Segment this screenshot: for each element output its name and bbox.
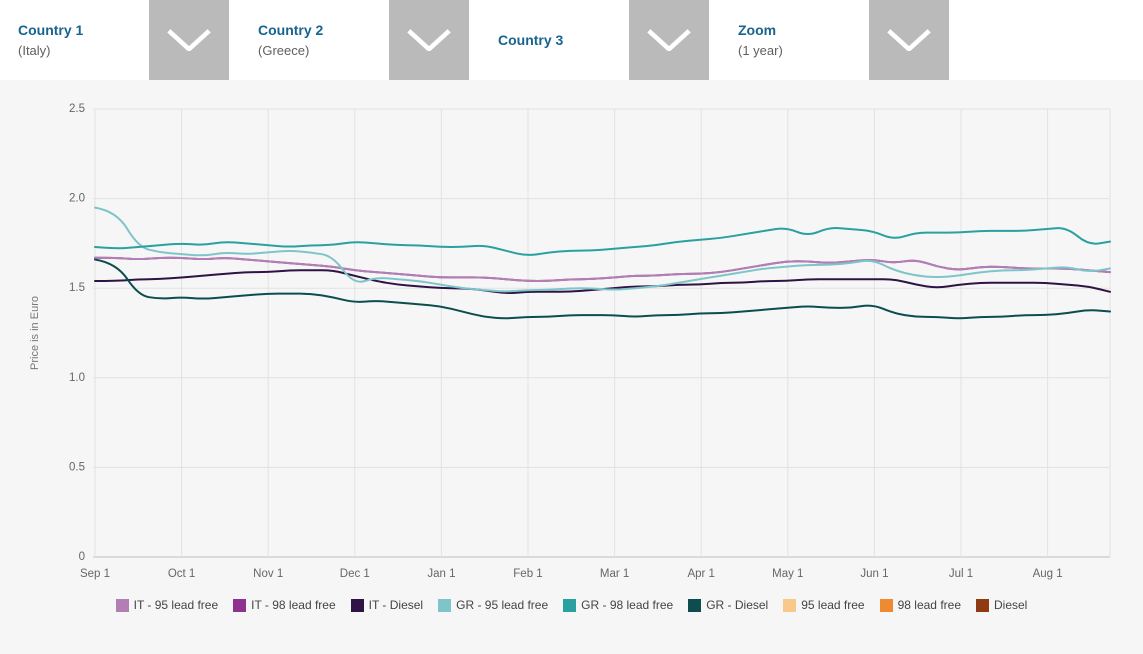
dropdown-button[interactable] (389, 0, 469, 80)
selector-title: Country 1 (18, 22, 84, 38)
legend-item: IT - 95 lead free (115, 598, 219, 612)
legend-label: GR - 95 lead free (456, 598, 549, 612)
country-2-label: Country 2 (Greece) (240, 0, 389, 80)
y-tick-label: 2.5 (69, 103, 85, 115)
legend-swatch (350, 598, 364, 612)
chevron-down-icon (407, 29, 451, 51)
zoom-label: Zoom (1 year) (720, 0, 869, 80)
zoom-selector[interactable]: Zoom (1 year) (720, 0, 949, 80)
y-tick-label: 2.0 (69, 193, 85, 205)
x-tick-label: Jul 1 (949, 568, 973, 580)
legend-item: IT - Diesel (350, 598, 424, 612)
legend-swatch (688, 598, 702, 612)
selector-title: Country 2 (258, 22, 324, 38)
legend-label: IT - 95 lead free (133, 598, 219, 612)
legend-label: GR - Diesel (706, 598, 769, 612)
x-tick-label: Oct 1 (168, 568, 195, 580)
legend-swatch (115, 598, 129, 612)
x-tick-label: Jan 1 (427, 568, 455, 580)
series-line-GR-Diesel (94, 258, 1111, 320)
x-tick-label: Apr 1 (687, 568, 715, 580)
country-3-label: Country 3 (480, 0, 629, 80)
y-axis-title: Price is in Euro (29, 296, 41, 370)
x-tick-label: Jun 1 (860, 568, 888, 580)
chart-legend: IT - 95 lead free IT - 98 lead free IT - D… (0, 598, 1143, 612)
legend-label: IT - Diesel (368, 598, 424, 612)
legend-label: IT - 98 lead free (251, 598, 336, 612)
x-tick-label: Aug 1 (1033, 568, 1063, 580)
x-tick-label: May 1 (772, 568, 803, 580)
price-chart: 0 0.5 1.0 1.5 2.0 2.5 Sep 1 Oct 1 Nov 1 Dec 1 Jan … (29, 103, 1111, 580)
legend-swatch (438, 598, 452, 612)
legend-label: 95 lead free (801, 598, 865, 612)
legend-item: GR - 98 lead free (563, 598, 673, 612)
y-tick-label: 1.0 (69, 372, 85, 384)
x-tick-label: Nov 1 (253, 568, 283, 580)
chart-area: 0 0.5 1.0 1.5 2.0 2.5 Sep 1 Oct 1 Nov 1 Dec 1 Jan … (0, 80, 1143, 654)
legend-label: Diesel (994, 598, 1028, 612)
legend-item: 95 lead free (783, 598, 865, 612)
x-tick-label: Feb 1 (513, 568, 542, 580)
series-line-GR-98-lead-free (94, 227, 1111, 256)
country-1-selector[interactable]: Country 1 (Italy) (0, 0, 229, 80)
country-2-selector[interactable]: Country 2 (Greece) (240, 0, 469, 80)
legend-swatch (233, 598, 247, 612)
legend-swatch (976, 598, 989, 612)
country-1-label: Country 1 (Italy) (0, 0, 149, 80)
x-tick-label: Mar 1 (600, 568, 629, 580)
selector-subtitle: (1 year) (738, 43, 783, 58)
selector-title: Zoom (738, 22, 777, 38)
chevron-down-icon (167, 29, 211, 51)
selector-bar: Country 1 (Italy) Country 2 (Greece) Cou… (0, 0, 1143, 80)
legend-item: Diesel (976, 598, 1027, 612)
chevron-down-icon (887, 29, 931, 51)
legend-item: GR - Diesel (688, 598, 768, 612)
chevron-down-icon (647, 29, 691, 51)
y-tick-label: 0 (79, 551, 85, 563)
legend-item: IT - 98 lead free (233, 598, 336, 612)
dropdown-button[interactable] (869, 0, 949, 80)
selector-subtitle: (Italy) (18, 43, 51, 58)
legend-swatch (563, 598, 577, 612)
y-tick-label: 1.5 (69, 282, 85, 294)
series-line-IT-95-lead-free (94, 256, 1111, 282)
legend-item: GR - 95 lead free (438, 598, 548, 612)
dropdown-button[interactable] (629, 0, 709, 80)
x-tick-label: Dec 1 (340, 568, 370, 580)
x-tick-label: Sep 1 (80, 568, 110, 580)
dropdown-button[interactable] (149, 0, 229, 80)
country-3-selector[interactable]: Country 3 (480, 0, 709, 80)
legend-label: GR - 98 lead free (581, 598, 674, 612)
legend-item: 98 lead free (879, 598, 961, 612)
legend-swatch (879, 598, 893, 612)
series-line-GR-95-lead-free (94, 206, 1111, 293)
y-tick-label: 0.5 (69, 461, 85, 473)
selector-subtitle: (Greece) (258, 43, 310, 58)
selector-title: Country 3 (498, 32, 564, 48)
legend-label: 98 lead free (897, 598, 961, 612)
legend-swatch (783, 598, 797, 612)
